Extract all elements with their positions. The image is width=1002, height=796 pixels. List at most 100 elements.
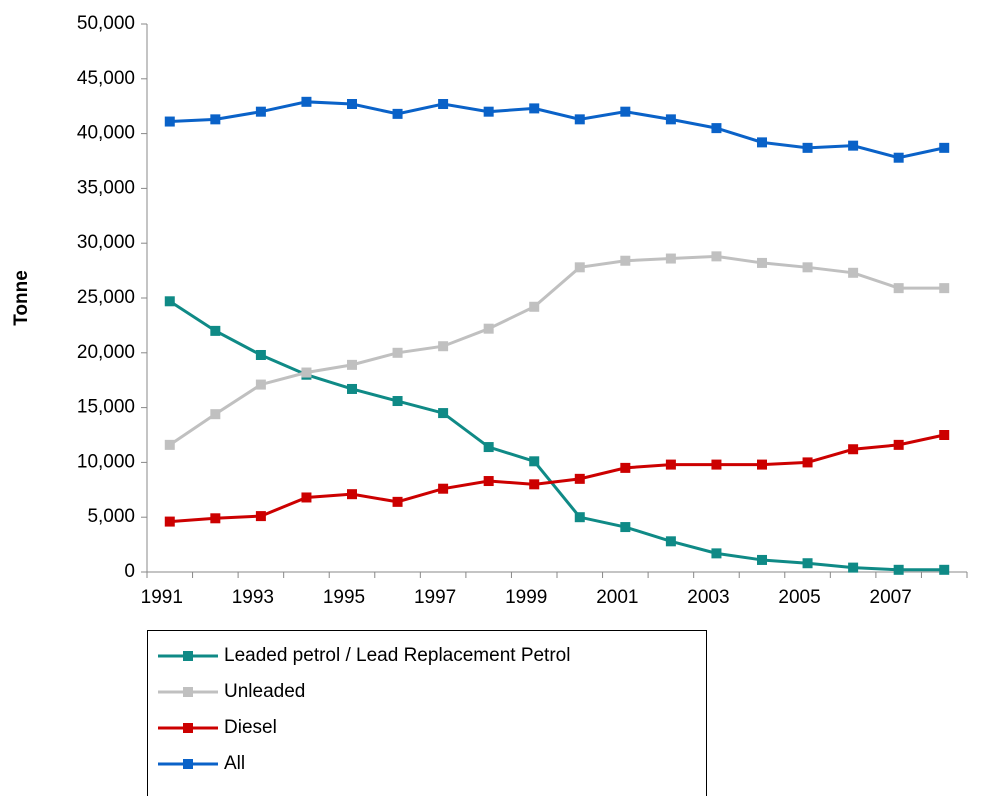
data-point <box>802 558 813 569</box>
x-tick-label: 1993 <box>232 587 274 608</box>
legend-label: All <box>224 753 245 774</box>
data-point <box>529 103 540 114</box>
data-point <box>939 283 950 294</box>
data-point <box>164 439 175 450</box>
y-tick-label: 50,000 <box>77 13 135 34</box>
data-point <box>347 359 357 370</box>
data-point <box>711 548 722 559</box>
legend-box <box>147 630 707 796</box>
data-point <box>392 396 403 407</box>
data-point <box>392 347 403 358</box>
data-point <box>757 257 767 268</box>
series-line <box>168 300 945 572</box>
data-point <box>529 479 540 490</box>
data-point <box>529 456 540 467</box>
legend-label: Diesel <box>224 717 277 738</box>
data-point <box>574 473 585 484</box>
data-point <box>347 99 357 110</box>
data-point <box>255 349 266 360</box>
data-point <box>939 430 950 440</box>
legend-marker <box>183 687 193 697</box>
data-point <box>392 108 403 119</box>
x-tick-label: 1997 <box>414 587 456 608</box>
data-point <box>301 367 312 378</box>
data-point <box>164 516 175 527</box>
data-point <box>483 323 494 334</box>
y-tick-label: 40,000 <box>77 123 135 144</box>
data-point <box>711 459 722 470</box>
data-point <box>347 383 357 394</box>
x-tick-label: 1995 <box>323 587 365 608</box>
data-point <box>848 267 859 278</box>
y-tick-label: 35,000 <box>77 177 135 198</box>
data-point <box>438 99 449 110</box>
data-point <box>893 439 904 450</box>
data-point <box>483 442 494 453</box>
data-point <box>620 522 631 533</box>
y-tick-label: 25,000 <box>77 287 135 308</box>
data-point <box>893 283 904 294</box>
data-point <box>529 301 540 312</box>
data-point <box>711 123 722 134</box>
legend-label: Leaded petrol / Lead Replacement Petrol <box>224 645 570 666</box>
x-tick-label: 2003 <box>687 587 729 608</box>
data-point <box>255 511 266 522</box>
data-point <box>939 564 950 575</box>
series-line <box>169 433 945 524</box>
series-line <box>168 254 945 447</box>
x-tick-label: 1991 <box>141 587 183 608</box>
data-point <box>347 489 357 500</box>
y-axis-label: Tonne <box>11 270 32 326</box>
data-point <box>574 512 585 523</box>
data-point <box>210 325 221 336</box>
data-point <box>665 459 676 470</box>
x-tick-label: 2001 <box>596 587 638 608</box>
data-point <box>210 409 221 420</box>
data-point <box>483 476 494 487</box>
data-point <box>438 408 449 419</box>
data-point <box>893 564 904 575</box>
data-point <box>802 457 813 468</box>
y-tick-label: 5,000 <box>87 506 135 527</box>
legend-label: Unleaded <box>224 681 305 702</box>
data-point <box>939 142 950 153</box>
data-point <box>574 114 585 125</box>
data-point <box>620 462 631 473</box>
data-point <box>802 142 813 153</box>
x-tick-label: 2005 <box>778 587 820 608</box>
data-point <box>164 296 175 307</box>
x-tick-label: 2007 <box>870 587 912 608</box>
data-point <box>574 262 585 273</box>
data-point <box>164 116 175 127</box>
data-point <box>301 492 312 503</box>
data-point <box>438 483 449 494</box>
y-tick-label: 45,000 <box>77 68 135 89</box>
data-point <box>620 255 631 266</box>
data-point <box>848 562 859 573</box>
y-tick-label: 0 <box>124 561 135 582</box>
data-point <box>757 459 767 470</box>
data-point <box>848 140 859 151</box>
data-point <box>483 106 494 117</box>
legend-marker <box>183 723 193 733</box>
y-tick-label: 10,000 <box>77 451 135 472</box>
y-tick-label: 30,000 <box>77 232 135 253</box>
x-tick-label: 1999 <box>505 587 547 608</box>
data-point <box>255 379 266 390</box>
legend-marker <box>183 651 193 661</box>
data-point <box>893 152 904 163</box>
series-line <box>169 100 945 160</box>
data-point <box>392 496 403 507</box>
legend-marker <box>183 759 193 769</box>
data-point <box>665 114 676 125</box>
y-tick-label: 15,000 <box>77 397 135 418</box>
data-point <box>301 96 312 107</box>
data-point <box>665 536 676 547</box>
y-tick-label: 20,000 <box>77 342 135 363</box>
data-point <box>802 262 813 273</box>
data-point <box>711 251 722 262</box>
data-point <box>665 253 676 264</box>
data-point <box>620 106 631 117</box>
